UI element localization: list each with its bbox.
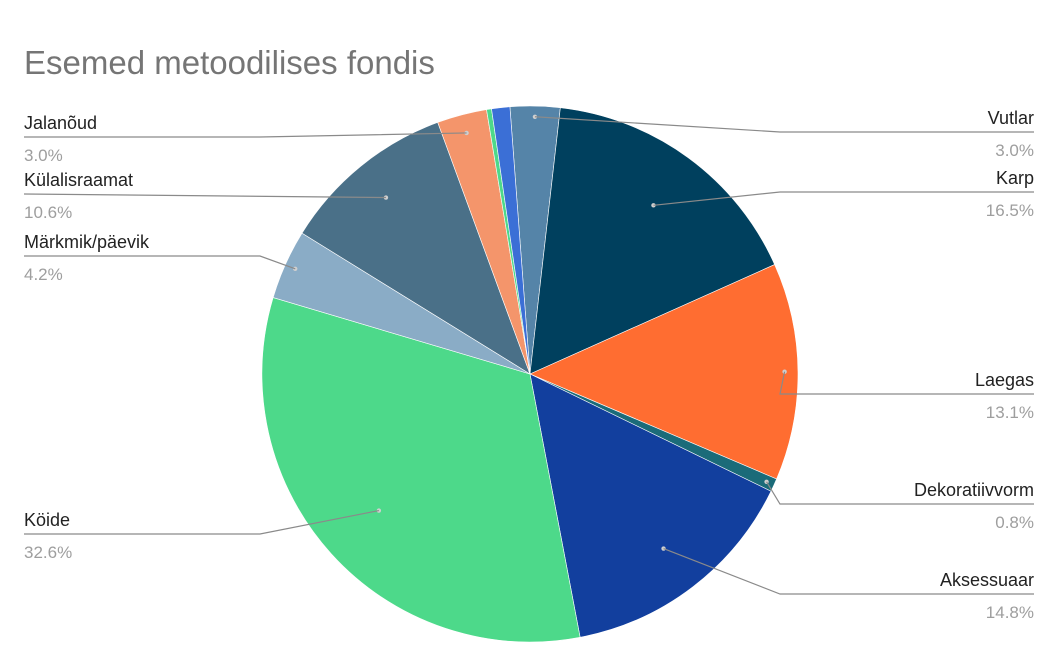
pie-slice-karp bbox=[529, 107, 776, 375]
slice-label-m-rkmik-p-evik: Märkmik/päevik bbox=[24, 232, 150, 252]
pie-slice-laegas bbox=[529, 264, 799, 480]
slice-percent-laegas: 13.1% bbox=[986, 403, 1034, 422]
slice-percent-dekoratiivvorm: 0.8% bbox=[995, 513, 1034, 532]
slice-label-karp: Karp bbox=[996, 168, 1034, 188]
slice-percent-jalan-ud: 3.0% bbox=[24, 146, 63, 165]
slice-label-laegas: Laegas bbox=[975, 370, 1034, 390]
pie-slice-k-ide bbox=[261, 297, 581, 643]
slice-label-dekoratiivvorm: Dekoratiivvorm bbox=[914, 480, 1034, 500]
leader-line-jalan-ud bbox=[24, 132, 467, 138]
chart-title: Esemed metoodilises fondis bbox=[24, 44, 435, 81]
pie-slice-k-lalisraamat bbox=[301, 122, 531, 375]
slice-percent-aksessuaar: 14.8% bbox=[986, 603, 1034, 622]
leader-line-vutlar bbox=[534, 116, 1034, 133]
slice-label-k-ide: Köide bbox=[24, 510, 70, 530]
slice-label-vutlar: Vutlar bbox=[988, 108, 1034, 128]
leader-line-m-rkmik-p-evik bbox=[24, 255, 296, 270]
slice-label-jalan-ud: Jalanõud bbox=[24, 113, 97, 133]
leader-line-laegas bbox=[779, 371, 1034, 395]
slice-percent-m-rkmik-p-evik: 4.2% bbox=[24, 265, 63, 284]
pie-slices bbox=[261, 105, 799, 643]
slice-percent-k-ide: 32.6% bbox=[24, 543, 72, 562]
pie-slice-minor-10 bbox=[491, 106, 531, 375]
leader-line-k-ide bbox=[24, 509, 379, 535]
pie-slice-aksessuaar bbox=[529, 373, 772, 638]
leader-line-aksessuaar bbox=[663, 547, 1034, 595]
slice-label-aksessuaar: Aksessuaar bbox=[940, 570, 1034, 590]
slice-percent-karp: 16.5% bbox=[986, 201, 1034, 220]
leader-dot-laegas bbox=[782, 369, 787, 374]
leader-line-karp bbox=[653, 191, 1034, 206]
slice-label-k-lalisraamat: Külalisraamat bbox=[24, 170, 133, 190]
leader-line-k-lalisraamat bbox=[23, 193, 386, 199]
slice-labels: Vutlar 3.0% Karp 16.5% Laegas 13.1% Dekoratiiv… bbox=[23, 108, 1034, 622]
leader-line-dekoratiivvorm bbox=[766, 481, 1034, 505]
slice-percent-vutlar: 3.0% bbox=[995, 141, 1034, 160]
slice-percent-k-lalisraamat: 10.6% bbox=[24, 203, 72, 222]
